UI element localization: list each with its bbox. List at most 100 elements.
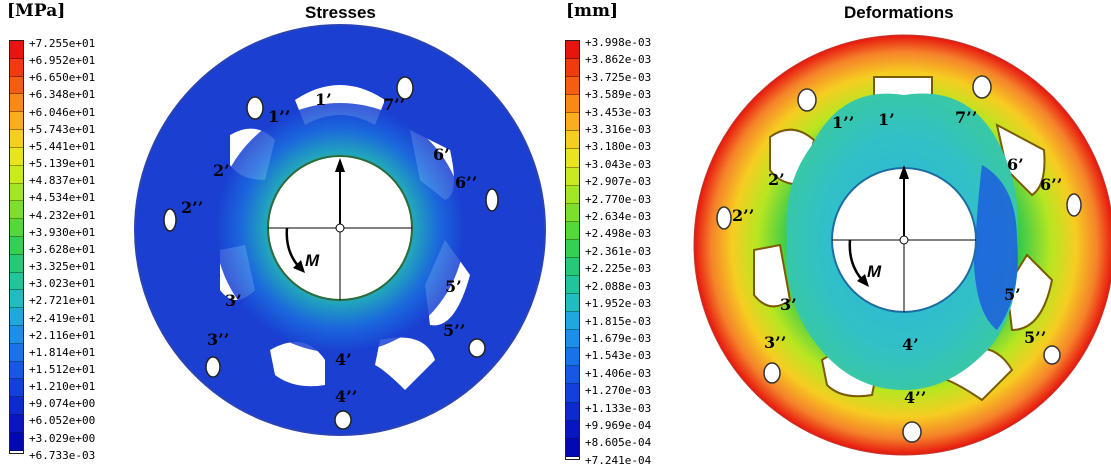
deform-legend-tick-label: +9.969e-04 — [585, 418, 652, 432]
deform-legend-tick-label: +1.543e-03 — [585, 349, 652, 363]
stress-contour-plot: M 1’ 1’’ 7’’ 6’ 6’’ 2’ 2’’ 5’ 5’’ 3’ 3’’… — [134, 24, 546, 436]
stress-legend-tick-label: +2.721e+01 — [29, 294, 96, 308]
deform-label-5p: 5’ — [1004, 285, 1021, 304]
deform-legend-tick-label: +2.498e-03 — [585, 227, 652, 241]
deform-colorbar-segment — [566, 330, 579, 349]
deform-colorbar-segment — [566, 257, 579, 277]
stress-legend-labels: +7.255e+01 +6.952e+01 +6.650e+01 +6.348e+01… — [29, 35, 95, 464]
stress-colorbar-segment — [10, 201, 23, 220]
stress-label-5p: 5’ — [445, 277, 462, 296]
deform-colorbar-segment — [566, 167, 579, 186]
deformations-title: Deformations — [844, 3, 954, 22]
stress-label-1p: 1’ — [315, 90, 332, 109]
stress-colorbar-segment — [10, 379, 23, 398]
stress-label-4pp: 4’’ — [335, 387, 357, 406]
deform-legend-tick-label: +1.406e-03 — [585, 366, 652, 380]
deform-legend-tick-label: +2.225e-03 — [585, 262, 652, 276]
stress-label-1pp: 1’’ — [268, 107, 290, 126]
deform-legend-tick-label: +7.241e-04 — [585, 453, 652, 467]
stress-colorbar-segment — [10, 326, 23, 344]
stress-moment-label: M — [305, 251, 320, 270]
deform-legend-labels: +3.998e-03 +3.862e-03 +3.725e-03 +3.589e-03… — [585, 34, 651, 469]
deform-colorbar-segment — [566, 41, 579, 60]
deform-label-6p: 6’ — [1007, 155, 1024, 174]
deform-moment-label: M — [867, 262, 882, 281]
deform-label-7pp: 7’’ — [955, 108, 977, 127]
deform-colorbar-segment — [566, 312, 579, 331]
deform-legend-tick-label: +8.605e-04 — [585, 436, 652, 450]
deform-colorbar-segment — [566, 185, 579, 204]
stress-colorbar-segment — [10, 361, 23, 380]
stress-colorbar-segment — [10, 415, 23, 433]
deform-colorbar-segment — [566, 203, 579, 222]
deform-bolt-holes — [716, 75, 1082, 443]
deform-label-2p: 2’ — [768, 170, 785, 189]
stress-legend-tick-label: +6.952e+01 — [29, 54, 96, 68]
stress-legend-tick-label: +2.116e+01 — [29, 328, 96, 342]
stresses-title: Stresses — [305, 3, 376, 22]
stress-colorbar-segment — [10, 254, 23, 273]
stress-legend-tick-label: +1.814e+01 — [29, 345, 96, 359]
deform-blue-zone — [974, 165, 1018, 330]
deform-colorbar-segment — [566, 95, 579, 114]
deform-moment-arrowhead — [857, 274, 869, 287]
deform-label-4p: 4’ — [902, 335, 919, 354]
stress-legend-tick-label: +4.837e+01 — [29, 174, 96, 188]
deform-label-5pp: 5’’ — [1024, 328, 1046, 347]
stress-label-4p: 4’ — [335, 350, 352, 369]
stress-label-5pp: 5’’ — [443, 321, 465, 340]
deform-legend-tick-label: +2.634e-03 — [585, 210, 652, 224]
deform-label-2pp: 2’’ — [732, 206, 754, 225]
stress-label-6p: 6’ — [433, 145, 450, 164]
stress-legend-tick-label: +4.534e+01 — [29, 191, 96, 205]
deform-legend-tick-label: +2.907e-03 — [585, 175, 652, 189]
deform-center-point — [899, 235, 909, 245]
stress-colorbar-segment — [10, 76, 23, 95]
stress-legend-tick-label: +9.074e+00 — [29, 397, 96, 411]
deform-colorbar-segment — [566, 131, 579, 150]
stress-force-arrowhead — [335, 158, 345, 172]
stress-label-6pp: 6’’ — [455, 173, 477, 192]
deform-legend-tick-label: +3.725e-03 — [585, 70, 652, 84]
deform-legend-tick-label: +1.952e-03 — [585, 297, 652, 311]
deform-colorbar-segment — [566, 438, 579, 457]
deform-label-1pp: 1’’ — [832, 113, 854, 132]
stress-colorbar-segment — [10, 290, 23, 309]
stress-legend-unit: [MPa] — [7, 1, 66, 21]
stress-bolt-holes — [163, 76, 499, 430]
stress-colorbar-segment — [10, 219, 23, 237]
stress-legend-tick-label: +2.419e+01 — [29, 311, 96, 325]
deform-legend-tick-label: +3.043e-03 — [585, 157, 652, 171]
stress-colorbar-segment — [10, 432, 23, 451]
stress-legend-tick-label: +6.733e-03 — [29, 448, 96, 462]
stress-legend-tick-label: +1.210e+01 — [29, 380, 96, 394]
stress-center-point — [335, 223, 345, 233]
deform-legend-tick-label: +3.589e-03 — [585, 88, 652, 102]
deform-legend-tick-label: +1.679e-03 — [585, 331, 652, 345]
deform-label-1p: 1’ — [878, 110, 895, 129]
stress-colorbar-segment — [10, 94, 23, 113]
deform-colorbar-segment — [566, 384, 579, 403]
stress-legend-tick-label: +7.255e+01 — [29, 37, 96, 50]
deform-colorbar-segment — [566, 77, 579, 96]
stress-label-2pp: 2’’ — [181, 198, 203, 217]
deform-colorbar-segment — [566, 221, 579, 240]
stress-legend-tick-label: +6.650e+01 — [29, 71, 96, 85]
stress-legend-tick-label: +3.023e+01 — [29, 277, 96, 291]
stress-colorbar-segment — [10, 183, 23, 202]
stress-legend-tick-label: +5.441e+01 — [29, 139, 96, 153]
stress-colorbar — [9, 40, 24, 454]
deform-colorbar-segment — [566, 59, 579, 78]
deform-colorbar-segment — [566, 113, 579, 132]
deform-colorbar-segment — [566, 402, 579, 421]
deform-colorbar — [565, 40, 580, 460]
deform-legend-tick-label: +1.270e-03 — [585, 384, 652, 398]
stress-legend-tick-label: +5.743e+01 — [29, 122, 96, 136]
stress-legend-tick-label: +3.628e+01 — [29, 242, 96, 256]
stress-label-3pp: 3’’ — [207, 330, 229, 349]
deform-contour-plot: M 1’ 1’’ 7’’ 6’ 6’’ 2’ 2’’ 3’ 3’’ 4’ 4’’… — [693, 34, 1111, 456]
deform-legend-tick-label: +3.316e-03 — [585, 123, 652, 137]
stress-label-7pp: 7’’ — [383, 95, 405, 114]
stress-colorbar-segment — [10, 147, 23, 166]
deform-label-6pp: 6’’ — [1040, 175, 1062, 194]
